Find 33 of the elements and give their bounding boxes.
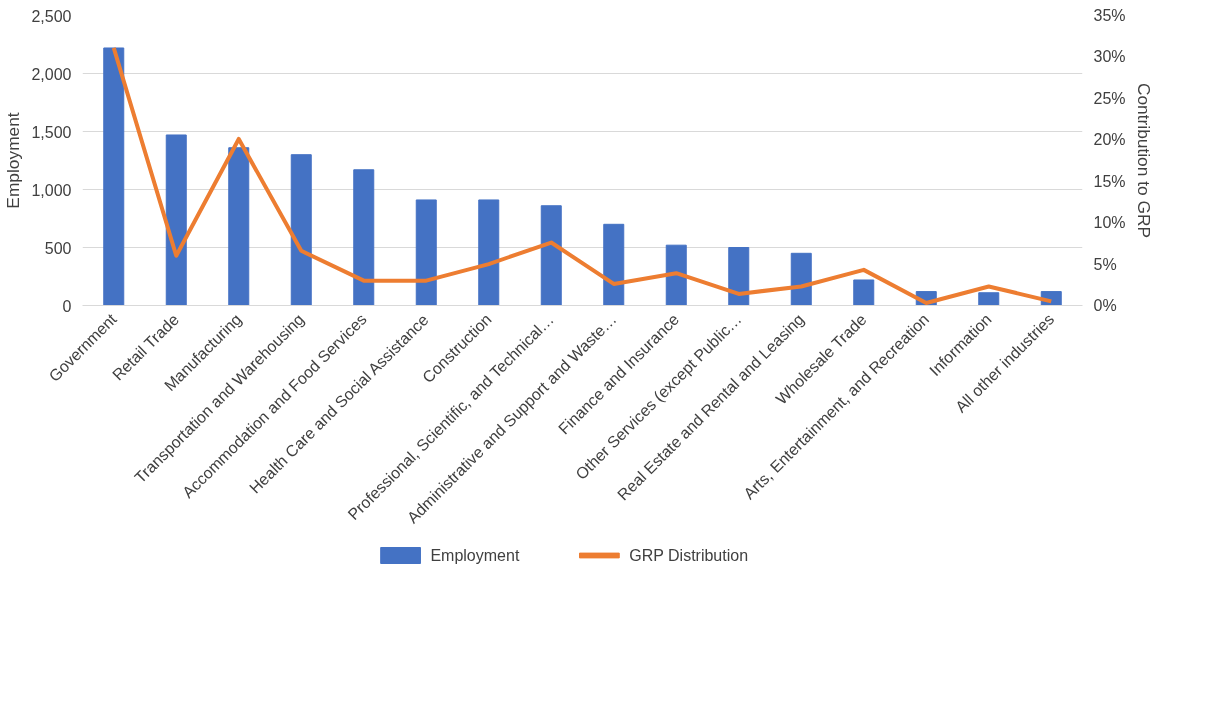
legend-label: GRP Distribution [629, 547, 749, 564]
line-series [111, 45, 1054, 306]
legend-label: Employment [430, 547, 520, 564]
y2-tick-label: 0% [1093, 297, 1117, 314]
y2-tick-label: 30% [1093, 48, 1126, 66]
bar [978, 292, 1000, 306]
y-tick-label: 2,000 [31, 65, 72, 83]
y-tick-label: 0 [62, 297, 72, 315]
y-tick-label: 500 [44, 239, 72, 257]
y2-tick-label: 35% [1093, 7, 1126, 24]
y-axis-title: Employment [3, 112, 24, 209]
bar [290, 154, 312, 306]
bar [665, 244, 687, 306]
bar [853, 279, 875, 306]
bar [228, 147, 250, 306]
bar [728, 247, 750, 306]
bar [478, 199, 500, 306]
bar [103, 47, 125, 306]
y2-tick-label: 10% [1093, 214, 1126, 232]
y2-tick-label: 25% [1093, 89, 1126, 107]
y2-tick-label: 15% [1093, 172, 1126, 190]
y-tick-label: 1,000 [31, 181, 72, 199]
bar [540, 205, 562, 306]
y-tick-label: 1,500 [31, 123, 72, 141]
y2-tick-label: 20% [1093, 131, 1126, 149]
bar [790, 252, 812, 306]
y2-axis-title: Contribution to GRP [1133, 82, 1154, 239]
y2-tick-label: 5% [1093, 255, 1117, 273]
y-tick-label: 2,500 [31, 7, 72, 25]
bar [415, 199, 437, 306]
bar [603, 223, 625, 306]
bar [165, 134, 187, 306]
bar [353, 169, 375, 306]
